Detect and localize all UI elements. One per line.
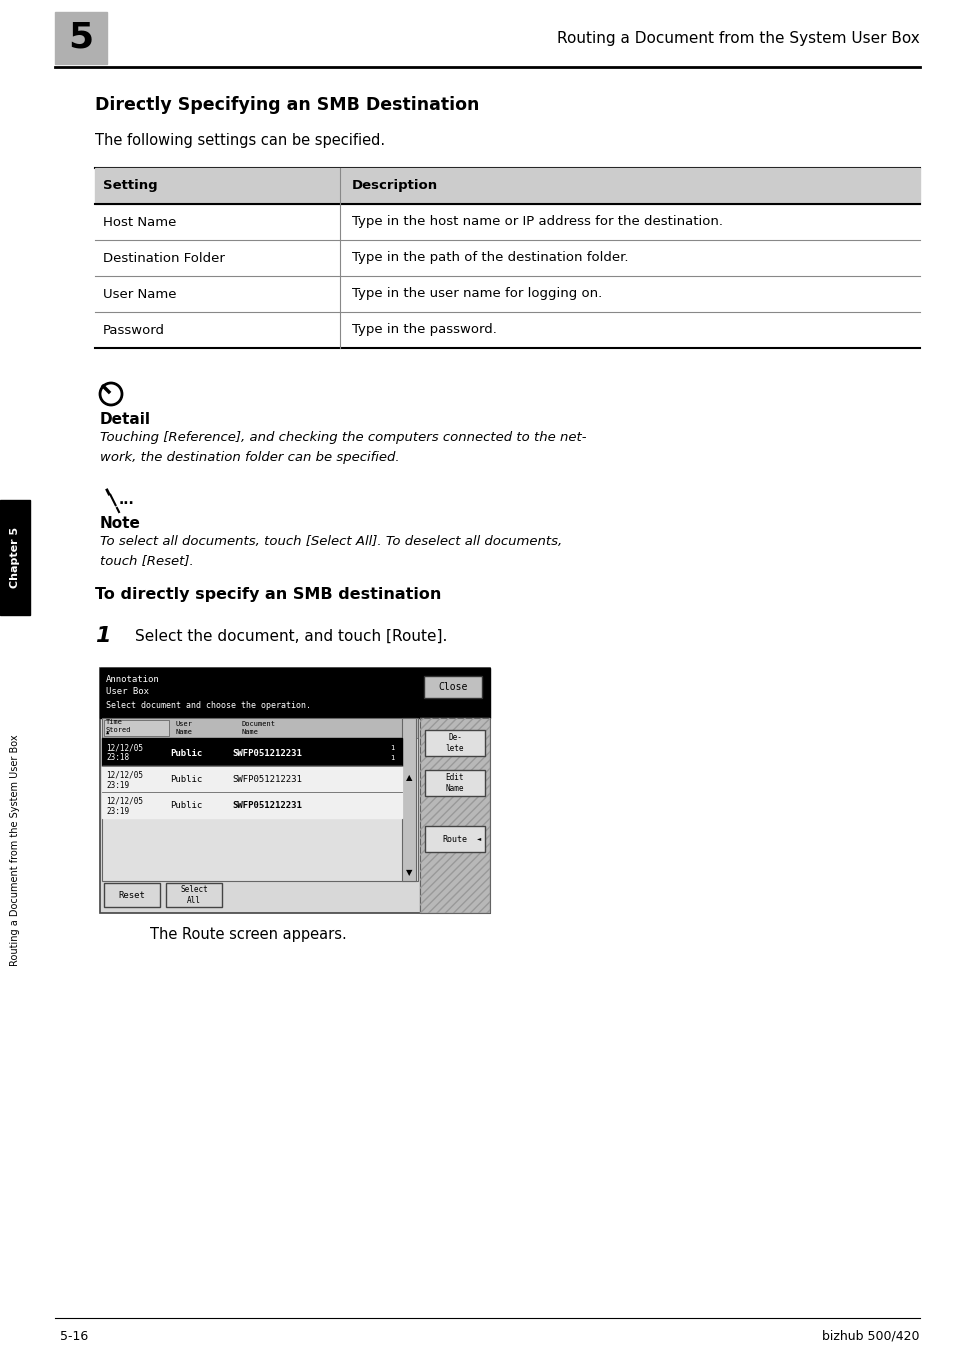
- Bar: [102, 718, 417, 882]
- Text: Directly Specifying an SMB Destination: Directly Specifying an SMB Destination: [95, 96, 478, 114]
- Text: Detail: Detail: [100, 412, 151, 427]
- Text: Touching [Reference], and checking the computers connected to the net-: Touching [Reference], and checking the c…: [100, 431, 586, 445]
- Text: Document
Name: Document Name: [242, 722, 275, 734]
- Text: Select the document, and touch [Route].: Select the document, and touch [Route].: [135, 629, 447, 644]
- Text: Public: Public: [170, 802, 202, 810]
- Text: ◄: ◄: [476, 837, 480, 841]
- Text: Routing a Document from the System User Box: Routing a Document from the System User …: [10, 734, 20, 965]
- Text: 1: 1: [95, 626, 111, 646]
- Text: Destination Folder: Destination Folder: [103, 251, 225, 265]
- Bar: [100, 668, 490, 913]
- Bar: [401, 718, 416, 882]
- Text: User Box: User Box: [106, 688, 149, 696]
- Text: Host Name: Host Name: [103, 215, 176, 228]
- Text: ▼: ▼: [405, 868, 412, 877]
- Text: Type in the host name or IP address for the destination.: Type in the host name or IP address for …: [352, 215, 722, 228]
- Text: Reset: Reset: [118, 891, 145, 899]
- Text: 23:19: 23:19: [106, 807, 129, 815]
- Text: Select
All: Select All: [180, 886, 208, 904]
- Bar: [102, 738, 401, 767]
- Text: Public: Public: [170, 776, 202, 784]
- Text: Chapter 5: Chapter 5: [10, 527, 20, 588]
- Text: 12/12/05: 12/12/05: [106, 771, 143, 780]
- Text: 5-16: 5-16: [60, 1329, 89, 1343]
- Text: Password: Password: [103, 323, 165, 337]
- Text: Public: Public: [170, 749, 202, 757]
- Text: The following settings can be specified.: The following settings can be specified.: [95, 132, 385, 147]
- Text: work, the destination folder can be specified.: work, the destination folder can be spec…: [100, 450, 399, 464]
- Text: Select document and choose the operation.: Select document and choose the operation…: [106, 702, 311, 711]
- Bar: [424, 771, 484, 796]
- Text: Close: Close: [437, 681, 467, 692]
- Text: Description: Description: [352, 180, 437, 192]
- Bar: [166, 883, 222, 907]
- Text: Annotation: Annotation: [106, 676, 159, 684]
- Text: Time
Stored: Time Stored: [106, 719, 132, 733]
- Text: Route: Route: [442, 834, 467, 844]
- Text: To directly specify an SMB destination: To directly specify an SMB destination: [95, 587, 441, 602]
- Bar: [100, 668, 490, 718]
- Text: 5: 5: [69, 22, 93, 55]
- Text: De-
lete: De- lete: [445, 733, 464, 753]
- Text: User
Name: User Name: [175, 722, 193, 734]
- Text: Routing a Document from the System User Box: Routing a Document from the System User …: [557, 31, 919, 46]
- Bar: [102, 792, 401, 818]
- Bar: [104, 883, 160, 907]
- Bar: [424, 826, 484, 852]
- Text: 23:19: 23:19: [106, 780, 129, 790]
- Text: 12/12/05: 12/12/05: [106, 744, 143, 753]
- Text: SWFP051212231: SWFP051212231: [232, 776, 301, 784]
- Bar: [55, 12, 107, 64]
- Text: User Name: User Name: [103, 288, 176, 300]
- Text: bizhub 500/420: bizhub 500/420: [821, 1329, 919, 1343]
- Bar: [424, 730, 484, 756]
- Text: Type in the password.: Type in the password.: [352, 323, 497, 337]
- Bar: [419, 718, 490, 913]
- Text: Edit
Name: Edit Name: [445, 773, 464, 792]
- Text: Type in the path of the destination folder.: Type in the path of the destination fold…: [352, 251, 628, 265]
- Text: ...: ...: [119, 493, 134, 507]
- Text: ▲: ▲: [106, 730, 110, 734]
- Bar: [102, 767, 401, 792]
- Text: Setting: Setting: [103, 180, 157, 192]
- Bar: [419, 718, 490, 913]
- Text: 1: 1: [390, 745, 394, 750]
- Bar: [0, 500, 30, 615]
- Text: 12/12/05: 12/12/05: [106, 796, 143, 806]
- Text: touch [Reset].: touch [Reset].: [100, 554, 193, 568]
- Text: ▲: ▲: [405, 773, 412, 783]
- Text: Note: Note: [100, 516, 141, 531]
- Text: SWFP051212231: SWFP051212231: [232, 802, 301, 810]
- Text: The Route screen appears.: The Route screen appears.: [150, 927, 346, 942]
- Bar: [102, 718, 417, 738]
- Bar: [423, 676, 481, 698]
- Text: SWFP051212231: SWFP051212231: [232, 749, 301, 757]
- Text: 1: 1: [390, 754, 394, 761]
- Text: To select all documents, touch [Select All]. To deselect all documents,: To select all documents, touch [Select A…: [100, 535, 561, 549]
- Bar: [95, 168, 919, 204]
- Text: 23:18: 23:18: [106, 753, 129, 763]
- Bar: [104, 721, 169, 735]
- Text: Type in the user name for logging on.: Type in the user name for logging on.: [352, 288, 601, 300]
